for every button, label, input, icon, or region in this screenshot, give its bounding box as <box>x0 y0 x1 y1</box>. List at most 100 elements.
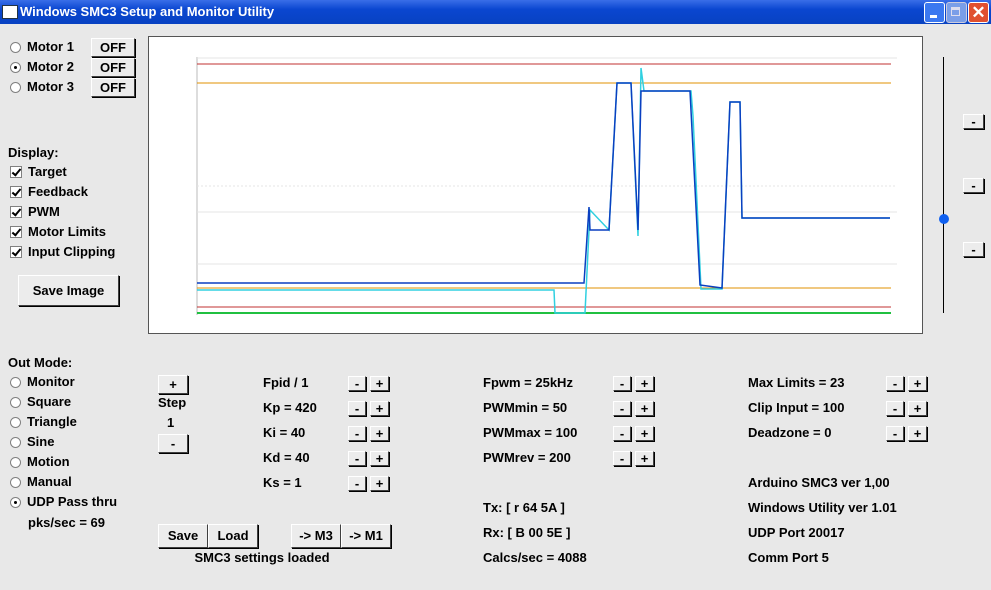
increment-button[interactable]: + <box>635 401 654 416</box>
radio-button[interactable] <box>10 377 21 388</box>
radio-button[interactable] <box>10 82 21 93</box>
slider-step-button[interactable]: - <box>963 178 984 193</box>
app-icon <box>2 5 18 19</box>
packet-rate: pks/sec = 69 <box>28 515 105 530</box>
motor-label: Motor 2 <box>27 59 74 74</box>
decrement-button[interactable]: - <box>348 376 366 391</box>
radio-button[interactable] <box>10 497 21 508</box>
decrement-button[interactable]: - <box>886 401 904 416</box>
comm-info: Calcs/sec = 4088 <box>483 550 587 565</box>
out-mode-option: Triangle <box>27 414 77 429</box>
pid-param: Kd = 40 <box>263 450 310 465</box>
checkbox[interactable] <box>10 226 22 238</box>
motor-toggle[interactable]: OFF <box>91 58 135 77</box>
radio-button[interactable] <box>10 397 21 408</box>
limit-param: Max Limits = 23 <box>748 375 845 390</box>
checkbox[interactable] <box>10 246 22 258</box>
close-button[interactable]: ✕ <box>968 2 989 23</box>
increment-button[interactable]: + <box>908 401 927 416</box>
display-option: PWM <box>28 204 60 219</box>
out-mode-option: Motion <box>27 454 70 469</box>
pwm-param: PWMmax = 100 <box>483 425 578 440</box>
version-info: Windows Utility ver 1.01 <box>748 500 897 515</box>
display-heading: Display: <box>8 145 59 160</box>
checkbox[interactable] <box>10 166 22 178</box>
increment-button[interactable]: + <box>635 451 654 466</box>
motor-label: Motor 3 <box>27 79 74 94</box>
minimize-button[interactable] <box>924 2 945 23</box>
display-option: Feedback <box>28 184 88 199</box>
pid-param: Fpid / 1 <box>263 375 309 390</box>
increment-button[interactable]: + <box>370 476 389 491</box>
comm-info: Tx: [ r 64 5A ] <box>483 500 565 515</box>
pid-param: Kp = 420 <box>263 400 317 415</box>
comm-info: Rx: [ B 00 5E ] <box>483 525 571 540</box>
motor-toggle[interactable]: OFF <box>91 78 135 97</box>
increment-button[interactable]: + <box>370 426 389 441</box>
radio-button[interactable] <box>10 477 21 488</box>
out-mode-option: Sine <box>27 434 55 449</box>
motor-toggle[interactable]: OFF <box>91 38 135 57</box>
decrement-button[interactable]: - <box>613 376 631 391</box>
decrement-button[interactable]: - <box>613 451 631 466</box>
step-value: 1 <box>167 415 175 430</box>
out-mode-option: UDP Pass thru <box>27 494 118 509</box>
step-plus[interactable]: + <box>158 375 188 394</box>
increment-button[interactable]: + <box>370 451 389 466</box>
load-button[interactable]: Load <box>208 524 258 548</box>
slider-thumb[interactable] <box>939 214 949 224</box>
limit-param: Clip Input = 100 <box>748 400 845 415</box>
display-option: Motor Limits <box>28 224 106 239</box>
step-minus[interactable]: - <box>158 434 188 453</box>
decrement-button[interactable]: - <box>348 451 366 466</box>
display-option: Input Clipping <box>28 244 116 259</box>
increment-button[interactable]: + <box>370 401 389 416</box>
pid-param: Ks = 1 <box>263 475 302 490</box>
radio-button[interactable] <box>10 62 21 73</box>
increment-button[interactable]: + <box>635 426 654 441</box>
decrement-button[interactable]: - <box>886 426 904 441</box>
radio-button[interactable] <box>10 42 21 53</box>
slider-step-button[interactable]: - <box>963 114 984 129</box>
increment-button[interactable]: + <box>908 376 927 391</box>
pwm-param: Fpwm = 25kHz <box>483 375 573 390</box>
save-image-button[interactable]: Save Image <box>18 275 119 306</box>
version-info: Arduino SMC3 ver 1,00 <box>748 475 890 490</box>
radio-button[interactable] <box>10 437 21 448</box>
pwm-param: PWMmin = 50 <box>483 400 568 415</box>
window-title: Windows SMC3 Setup and Monitor Utility <box>20 4 275 19</box>
slider-track <box>943 57 944 313</box>
decrement-button[interactable]: - <box>348 426 366 441</box>
step-label: Step <box>158 395 187 410</box>
increment-button[interactable]: + <box>908 426 927 441</box>
increment-button[interactable]: + <box>370 376 389 391</box>
out-mode-option: Square <box>27 394 72 409</box>
display-option: Target <box>28 164 67 179</box>
version-info: UDP Port 20017 <box>748 525 845 540</box>
out-mode-heading: Out Mode: <box>8 355 73 370</box>
pwm-param: PWMrev = 200 <box>483 450 571 465</box>
pid-param: Ki = 40 <box>263 425 306 440</box>
out-mode-option: Manual <box>27 474 72 489</box>
version-info: Comm Port 5 <box>748 550 829 565</box>
radio-button[interactable] <box>10 417 21 428</box>
slider-step-button[interactable]: - <box>963 242 984 257</box>
decrement-button[interactable]: - <box>613 401 631 416</box>
radio-button[interactable] <box>10 457 21 468</box>
checkbox[interactable] <box>10 186 22 198</box>
copy-to-m1-button[interactable]: -> M1 <box>341 524 391 548</box>
motor-label: Motor 1 <box>27 39 74 54</box>
decrement-button[interactable]: - <box>613 426 631 441</box>
save-button[interactable]: Save <box>158 524 208 548</box>
maximize-button[interactable] <box>946 2 967 23</box>
decrement-button[interactable]: - <box>886 376 904 391</box>
copy-to-m3-button[interactable]: -> M3 <box>291 524 341 548</box>
checkbox[interactable] <box>10 206 22 218</box>
monitor-plot <box>148 36 923 334</box>
decrement-button[interactable]: - <box>348 401 366 416</box>
decrement-button[interactable]: - <box>348 476 366 491</box>
limit-param: Deadzone = 0 <box>748 425 832 440</box>
increment-button[interactable]: + <box>635 376 654 391</box>
status-text: SMC3 settings loaded <box>194 550 330 565</box>
